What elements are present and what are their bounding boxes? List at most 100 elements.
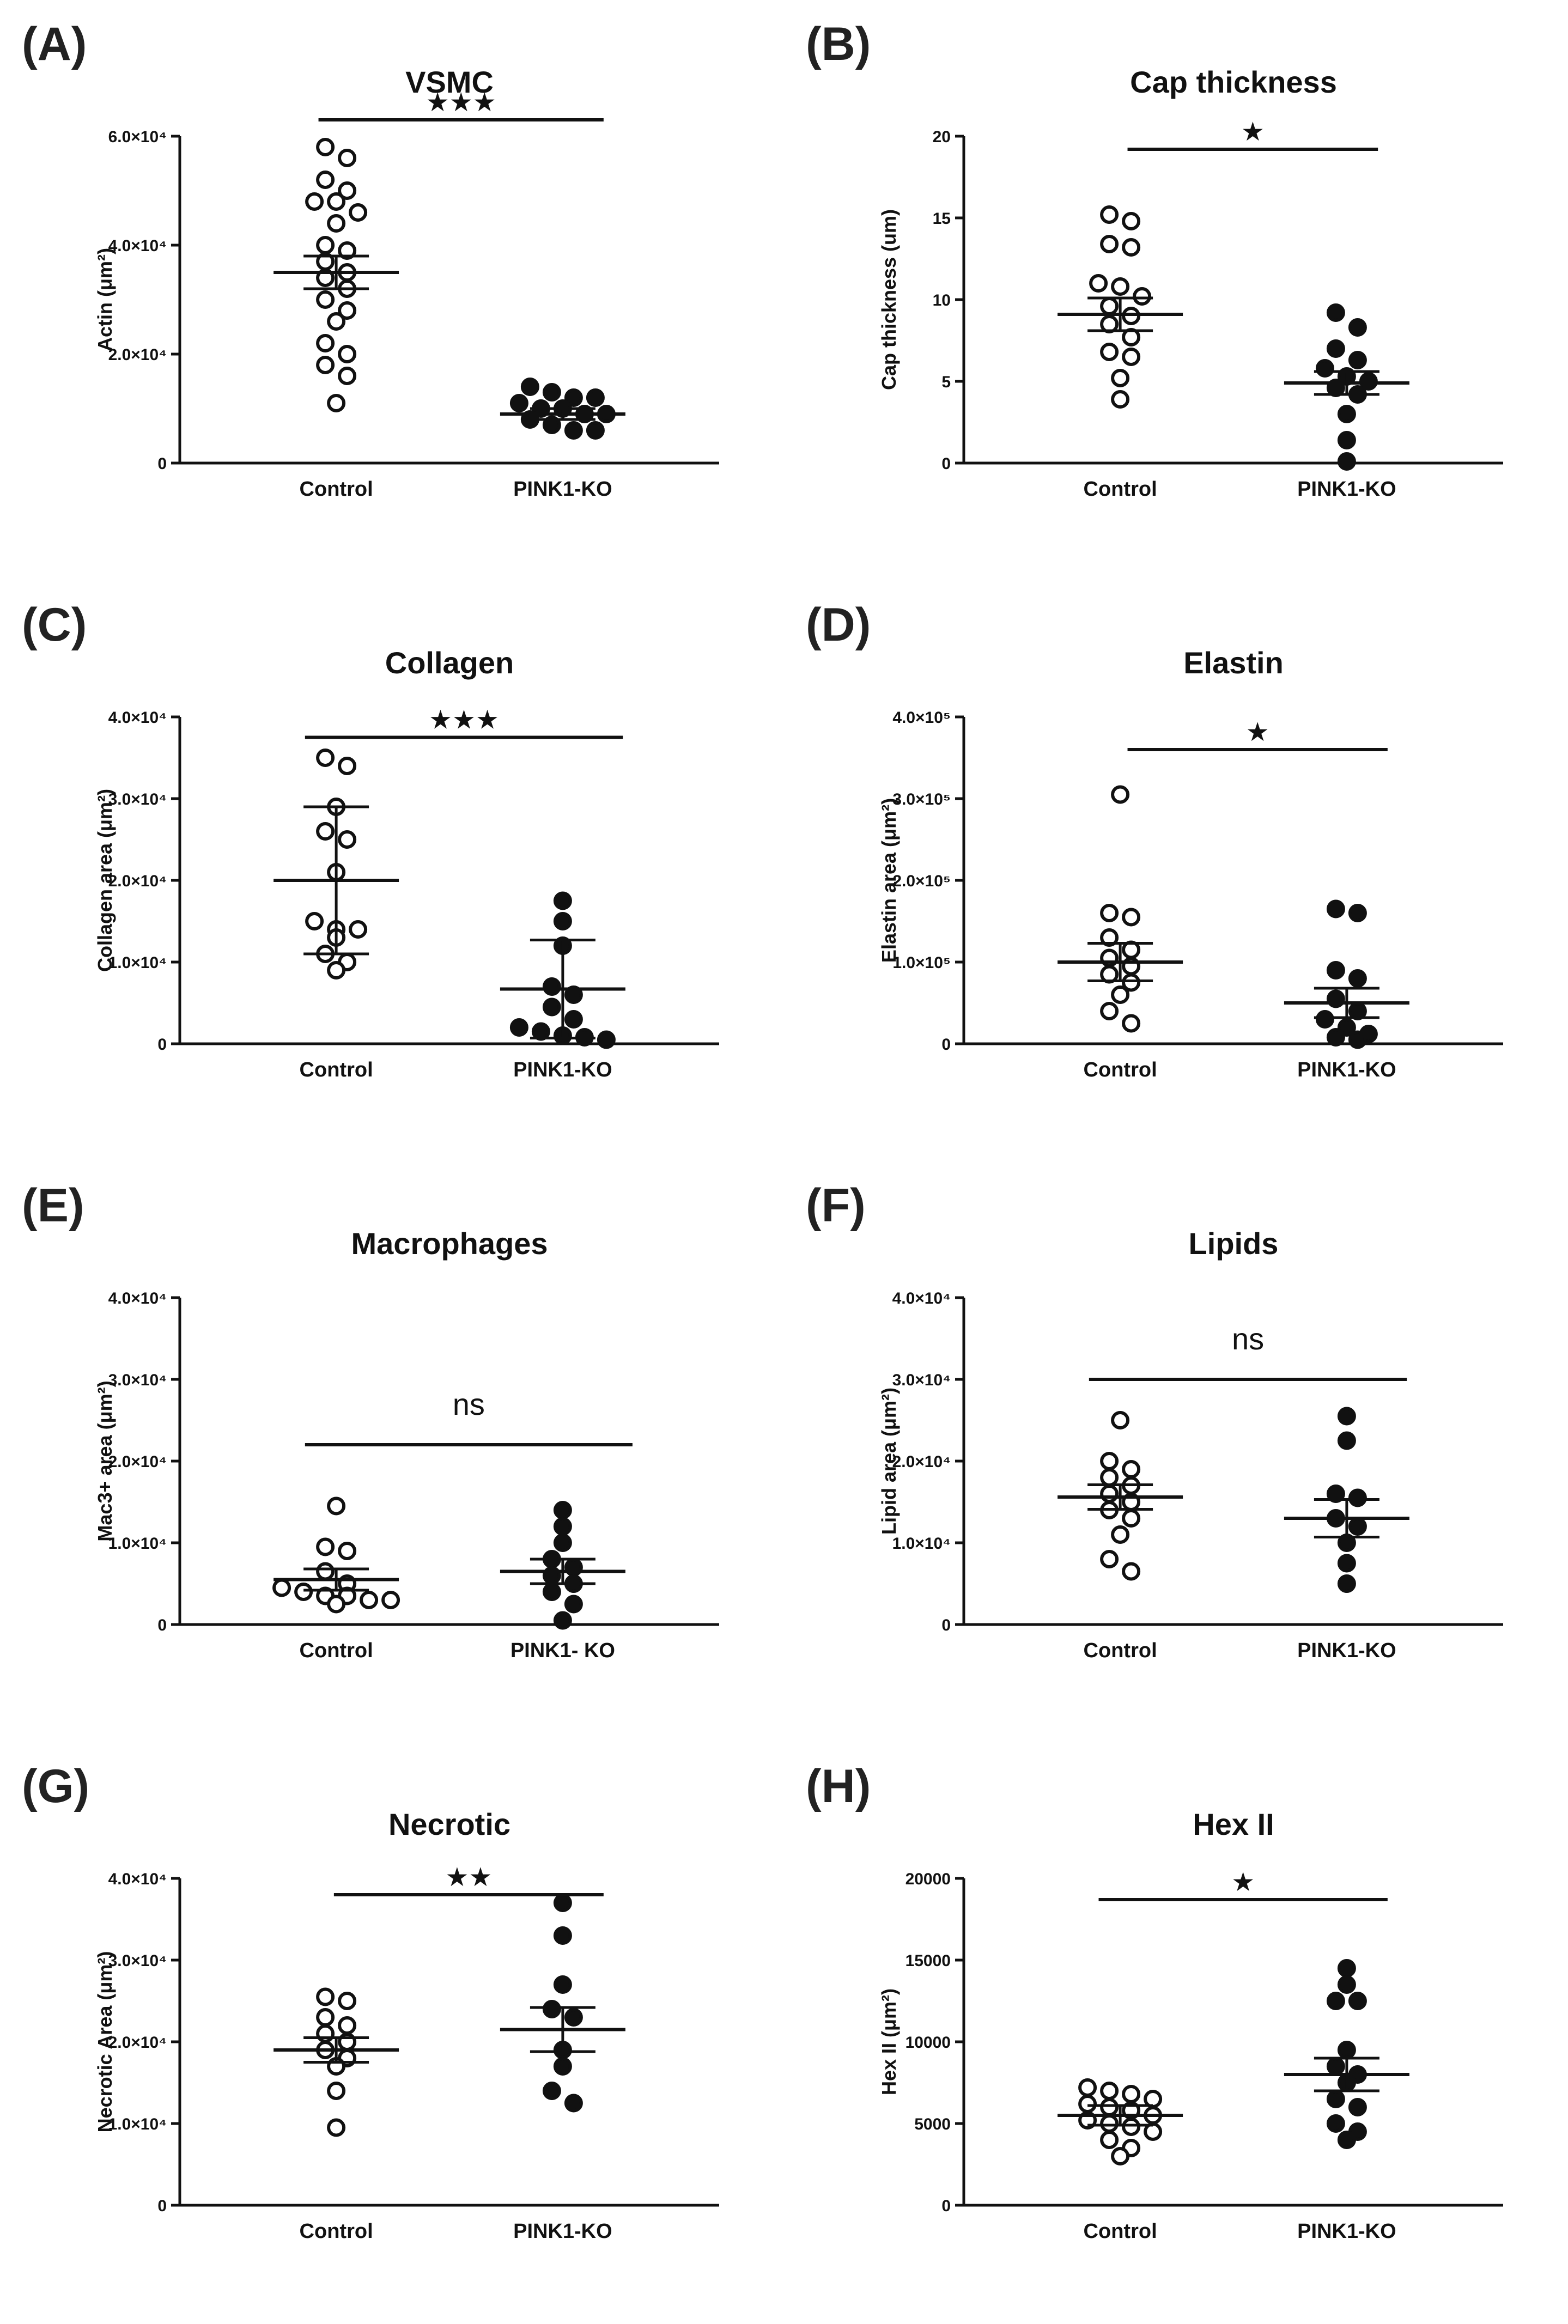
y-tick-label: 0 — [157, 2197, 167, 2215]
data-point — [597, 1030, 616, 1049]
data-point — [520, 378, 539, 396]
data-point — [1122, 1562, 1141, 1581]
data-point — [564, 1595, 583, 1614]
data-point — [1337, 1574, 1356, 1593]
y-axis-label: Lipid area (μm²) — [878, 1388, 900, 1535]
data-point — [327, 961, 346, 980]
data-point — [1122, 212, 1141, 230]
y-tick-label: 15 — [933, 210, 951, 228]
data-point — [305, 912, 324, 930]
x-tick-label: PINK1-KO — [1297, 2220, 1396, 2243]
chart-b: (B) Cap thickness 0 5 10 15 20 Cap thickness (u… — [806, 18, 1503, 501]
y-tick-label: 0 — [157, 1036, 167, 1054]
data-point — [1122, 1460, 1141, 1479]
y-tick-label: 4.0×10⁵ — [892, 709, 951, 727]
data-point — [1100, 205, 1119, 224]
y-tick-label: 1.0×10⁴ — [108, 1535, 167, 1553]
data-point — [1078, 2095, 1097, 2113]
data-point — [509, 394, 528, 412]
data-point — [316, 236, 335, 254]
data-point — [316, 356, 335, 374]
x-tick-label: Control — [300, 1058, 373, 1081]
data-point — [553, 1611, 572, 1630]
data-point — [1078, 2078, 1097, 2097]
y-tick-label: 2.0×10⁴ — [108, 346, 167, 364]
data-point — [1122, 2118, 1141, 2136]
data-point — [1348, 1030, 1367, 1049]
y-tick-label: 0 — [157, 455, 167, 473]
data-point — [316, 1537, 335, 1556]
data-point — [1337, 1975, 1356, 1994]
panel-f: (F) Lipids 0 1.0×10⁴ 2.0×10⁴ 3.0×10⁴ 4.0×10⁴ Li… — [784, 1161, 1568, 1742]
y-axis-label: Actin (μm²) — [94, 248, 116, 351]
data-point — [338, 149, 357, 167]
data-point — [1337, 1431, 1356, 1450]
data-point — [553, 891, 572, 910]
data-point — [1326, 1485, 1345, 1503]
y-tick-label: 2.0×10⁵ — [892, 872, 951, 890]
data-point — [542, 997, 561, 1017]
y-axis-label: Elastin area (μm²) — [878, 798, 900, 963]
data-point — [316, 1987, 335, 2006]
data-point — [586, 388, 605, 407]
data-point — [316, 171, 335, 189]
y-tick-label: 5000 — [914, 2115, 951, 2133]
x-tick-label: PINK1-KO — [1297, 1639, 1396, 1662]
data-point — [564, 2008, 583, 2027]
data-point — [553, 1975, 572, 1994]
data-point — [509, 1018, 528, 1037]
data-point — [338, 757, 357, 775]
y-tick-label: 2.0×10⁴ — [108, 2034, 167, 2052]
data-point — [338, 830, 357, 849]
data-point — [1100, 297, 1119, 315]
y-tick-label: 2.0×10⁴ — [892, 1453, 951, 1471]
data-point — [1111, 277, 1130, 296]
panel-d: (D) Elastin 0 1.0×10⁵ 2.0×10⁵ 3.0×10⁵ 4.0×10⁵ E… — [784, 581, 1568, 1161]
data-point — [327, 312, 346, 331]
data-point — [1337, 431, 1356, 449]
data-point — [1326, 899, 1345, 918]
data-point — [553, 1926, 572, 1945]
data-point — [1337, 1959, 1356, 1978]
data-point — [1326, 2057, 1345, 2076]
data-point — [1122, 2085, 1141, 2103]
y-tick-label: 1.0×10⁴ — [108, 2115, 167, 2133]
data-point — [1100, 904, 1119, 922]
data-point — [1337, 1018, 1356, 1037]
chart-title: Cap thickness — [1130, 65, 1337, 99]
data-point — [1348, 2098, 1367, 2116]
data-point — [1100, 1468, 1119, 1487]
data-point — [1111, 1525, 1130, 1544]
chart-title: Elastin — [1183, 646, 1284, 680]
panel-c: (C) Collagen 0 1.0×10⁴ 2.0×10⁴ 3.0×10⁴ 4.0×10⁴… — [0, 581, 784, 1161]
data-point — [1100, 1550, 1119, 1568]
chart-g: (G) Necrotic 0 1.0×10⁴ 2.0×10⁴ 3.0×10⁴ 4.0×10⁴… — [22, 1760, 719, 2243]
y-tick-label: 3.0×10⁴ — [108, 790, 167, 808]
data-point — [1122, 1014, 1141, 1033]
y-tick-label: 0 — [941, 455, 951, 473]
data-point — [564, 388, 583, 407]
y-axis-label: Cap thickness (um) — [878, 209, 900, 390]
data-point — [338, 1542, 357, 1560]
x-tick-label: PINK1-KO — [513, 2220, 612, 2243]
data-point — [553, 1517, 572, 1536]
data-point — [1122, 908, 1141, 927]
data-point — [338, 181, 357, 200]
panel-label: (E) — [22, 1179, 84, 1232]
y-tick-label: 3.0×10⁴ — [108, 1952, 167, 1970]
data-point — [1100, 1485, 1119, 1503]
data-point — [1111, 1411, 1130, 1429]
chart-a: (A) VSMC 0 2.0×10⁴ 4.0×10⁴ 6.0×10⁴ Actin (μm²)… — [22, 18, 719, 501]
data-point — [564, 2094, 583, 2113]
chart-h: (H) Hex II 0 5000 10000 15000 20000 Hex II (μm²… — [806, 1760, 1503, 2243]
data-point — [381, 1591, 400, 1609]
y-tick-label: 0 — [941, 2197, 951, 2215]
x-tick-label: PINK1-KO — [1297, 1058, 1396, 1081]
data-point — [1315, 1010, 1334, 1029]
data-point — [1337, 1554, 1356, 1573]
data-point — [1100, 343, 1119, 361]
data-point — [1337, 452, 1356, 471]
y-tick-label: 4.0×10⁴ — [108, 1289, 167, 1307]
data-point — [316, 290, 335, 309]
y-axis-label: Collagen area (μm²) — [94, 789, 116, 972]
